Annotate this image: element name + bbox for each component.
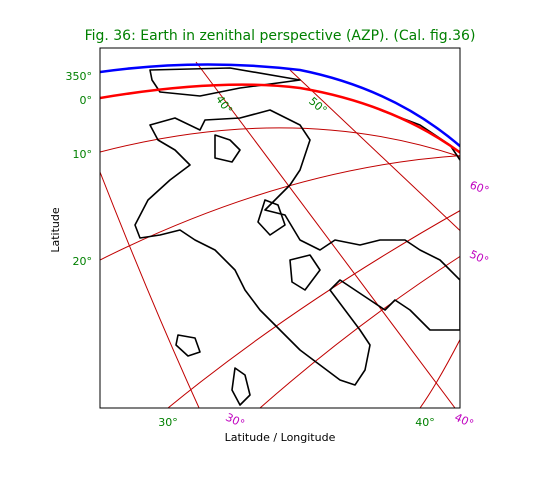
coastline — [149, 67, 301, 97]
y-tick-label: 10° — [73, 148, 93, 161]
map — [100, 61, 460, 408]
graticule — [100, 127, 460, 158]
right-tick-label: 60° — [468, 178, 491, 197]
boundary-red — [100, 83, 460, 155]
graticule — [419, 338, 460, 408]
graticule — [100, 171, 200, 408]
graticule — [289, 69, 460, 232]
title: Fig. 36: Earth in zenithal perspective (… — [85, 28, 476, 44]
coastline — [231, 367, 251, 406]
y-axis-label: Latitude — [49, 207, 62, 253]
y-tick-label: 20° — [73, 255, 93, 268]
graticule — [167, 210, 460, 408]
plot-area — [99, 47, 461, 409]
x-axis-label: Latitude / Longitude — [225, 431, 336, 444]
plot-frame — [99, 47, 461, 409]
coastline — [257, 199, 286, 236]
y-tick-label: 0° — [80, 94, 93, 107]
coastline — [214, 134, 241, 163]
y-tick-label: 350° — [66, 70, 93, 83]
boundary-blue — [100, 63, 460, 148]
graticule — [195, 61, 456, 408]
coastline — [134, 109, 460, 386]
graticule — [259, 255, 460, 408]
x-tick-label: 30° — [158, 416, 178, 429]
x-tick-label: 40° — [415, 416, 435, 429]
coastline — [175, 334, 201, 357]
coastline — [289, 254, 321, 291]
